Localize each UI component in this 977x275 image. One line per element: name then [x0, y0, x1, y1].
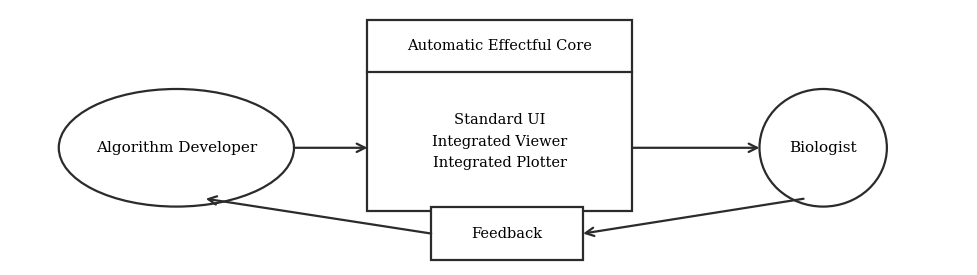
- Text: Automatic Effectful Core: Automatic Effectful Core: [407, 39, 592, 53]
- Text: Standard UI
Integrated Viewer
Integrated Plotter: Standard UI Integrated Viewer Integrated…: [432, 113, 567, 170]
- Text: Biologist: Biologist: [788, 141, 856, 155]
- Text: Algorithm Developer: Algorithm Developer: [96, 141, 257, 155]
- Bar: [367, 20, 631, 211]
- Bar: [431, 207, 582, 260]
- Text: Feedback: Feedback: [471, 227, 542, 241]
- Ellipse shape: [59, 89, 294, 207]
- Ellipse shape: [759, 89, 886, 207]
